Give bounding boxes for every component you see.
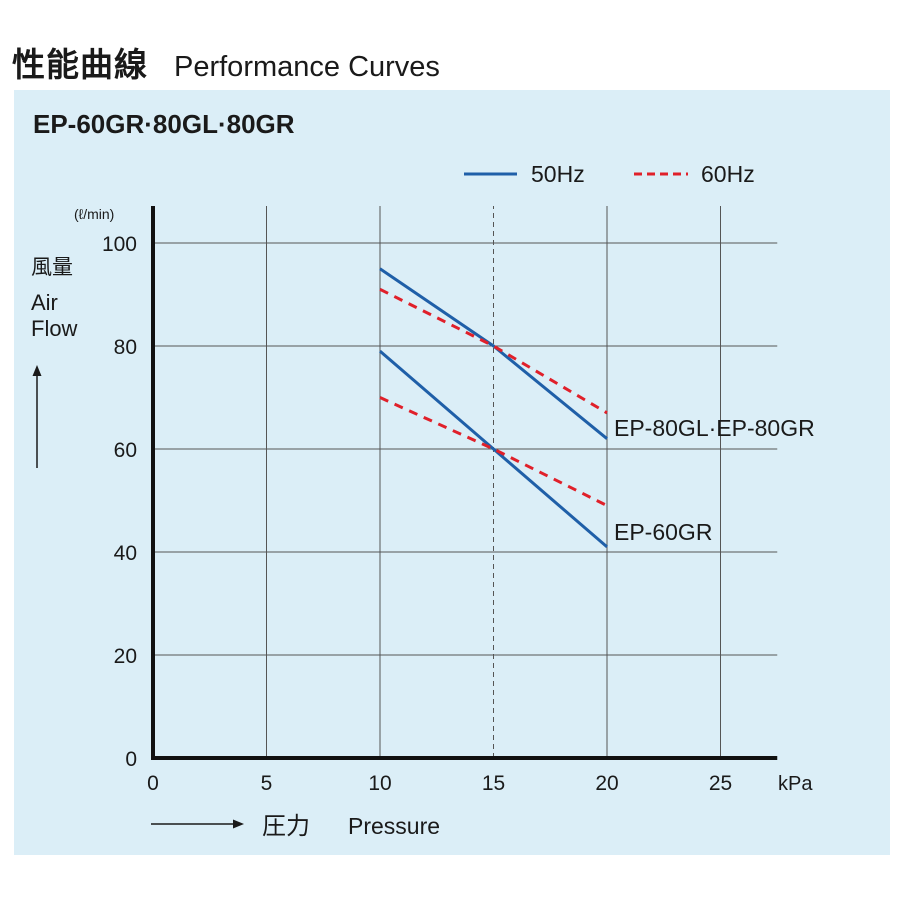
x-label-japanese: 圧力 [262,812,310,840]
legend-label-50hz: 50Hz [531,161,585,187]
y-tick-label-0: 0 [125,748,137,771]
legend-label-60hz: 60Hz [701,161,755,187]
y-tick-label-100: 100 [102,233,137,256]
y-tick-label-40: 40 [114,542,137,565]
x-tick-label-15: 15 [482,772,505,795]
title-english: Performance Curves [174,51,440,83]
y-label-japanese: 風量 [31,255,73,279]
y-tick-label-20: 20 [114,645,137,668]
y-axis-arrow-head [32,365,42,376]
chart-title: EP-60GR·80GL·80GR [33,109,295,139]
y-tick-label-60: 60 [114,439,137,462]
performance-chart: 0 20 40 60 80 100 0 5 10 15 20 25 EP-60GR·80GL·80GR… [31,109,815,840]
page-header: 性能曲線 Performance Curves [12,38,440,84]
legend: 50Hz 60Hz [464,161,755,187]
series-line-3 [379,396,608,507]
model-label-ep60: EP-60GR [614,519,712,545]
model-label-ep80: EP-80GL·EP-80GR [614,415,815,441]
x-axis-arrow-head [233,819,244,829]
x-tick-label-0: 0 [147,772,159,795]
axes [151,206,778,760]
chart-panel: 0 20 40 60 80 100 0 5 10 15 20 25 EP-60GR·80GL·80GR… [14,90,890,855]
x-tick-label-20: 20 [595,772,618,795]
x-tick-label-5: 5 [261,772,273,795]
y-unit-label: (ℓ/min) [74,206,114,222]
y-tick-label-80: 80 [114,336,137,359]
x-tick-label-25: 25 [709,772,732,795]
x-label-english: Pressure [348,813,440,839]
series-line-2 [379,349,608,549]
series-line-0 [379,267,608,440]
x-tick-label-10: 10 [368,772,391,795]
series-lines [379,267,608,549]
y-label-english-1: Air [31,290,58,315]
y-label-english-2: Flow [31,316,78,341]
title-japanese: 性能曲線 [12,45,148,84]
series-line-1 [379,287,608,415]
x-unit-label: kPa [778,773,813,795]
tick-labels: 0 20 40 60 80 100 0 5 10 15 20 25 [102,233,732,795]
grid [153,206,778,758]
